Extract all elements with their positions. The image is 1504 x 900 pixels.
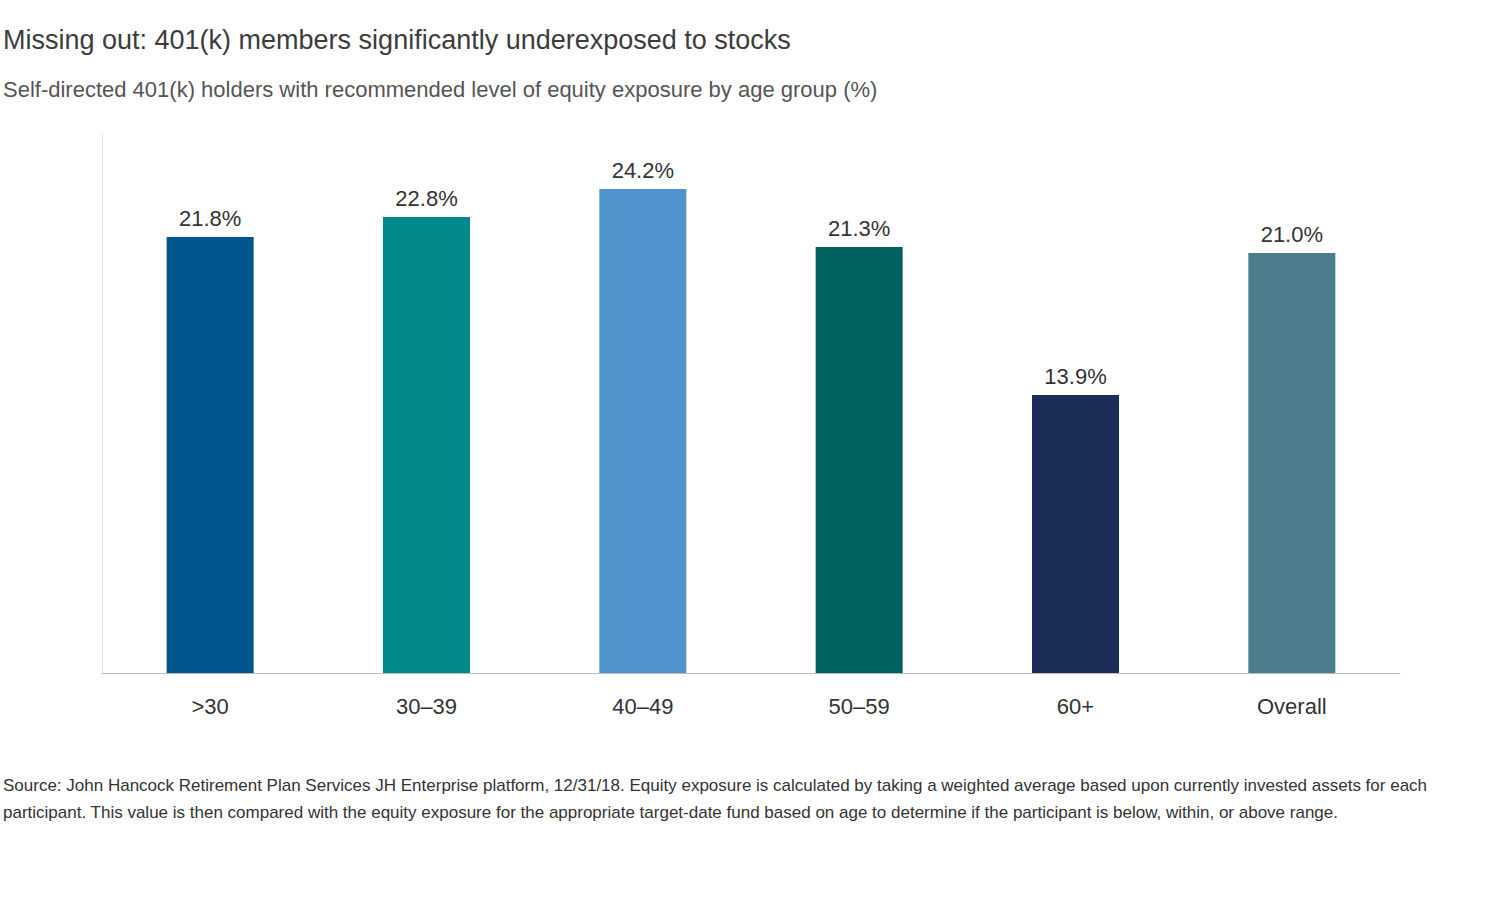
- svg-text:Self-directed 401(k) holders w: Self-directed 401(k) holders with recomm…: [3, 77, 877, 102]
- svg-text:40–49: 40–49: [612, 694, 673, 719]
- svg-text:21.8%: 21.8%: [179, 206, 241, 231]
- svg-text:21.0%: 21.0%: [1261, 222, 1323, 247]
- svg-text:24.2%: 24.2%: [612, 158, 674, 183]
- svg-text:Missing out: 401(k) members si: Missing out: 401(k) members significantl…: [3, 25, 791, 55]
- svg-text:60+: 60+: [1057, 694, 1094, 719]
- svg-text:50–59: 50–59: [829, 694, 890, 719]
- svg-text:30–39: 30–39: [396, 694, 457, 719]
- svg-text:Source: John Hancock Retiremen: Source: John Hancock Retirement Plan Ser…: [3, 776, 1432, 795]
- svg-text:participant. This value is the: participant. This value is then compared…: [3, 803, 1338, 822]
- svg-text:>30: >30: [192, 694, 229, 719]
- svg-text:13.9%: 13.9%: [1044, 364, 1106, 389]
- svg-text:22.8%: 22.8%: [395, 186, 457, 211]
- svg-text:Overall: Overall: [1257, 694, 1327, 719]
- svg-text:21.3%: 21.3%: [828, 216, 890, 241]
